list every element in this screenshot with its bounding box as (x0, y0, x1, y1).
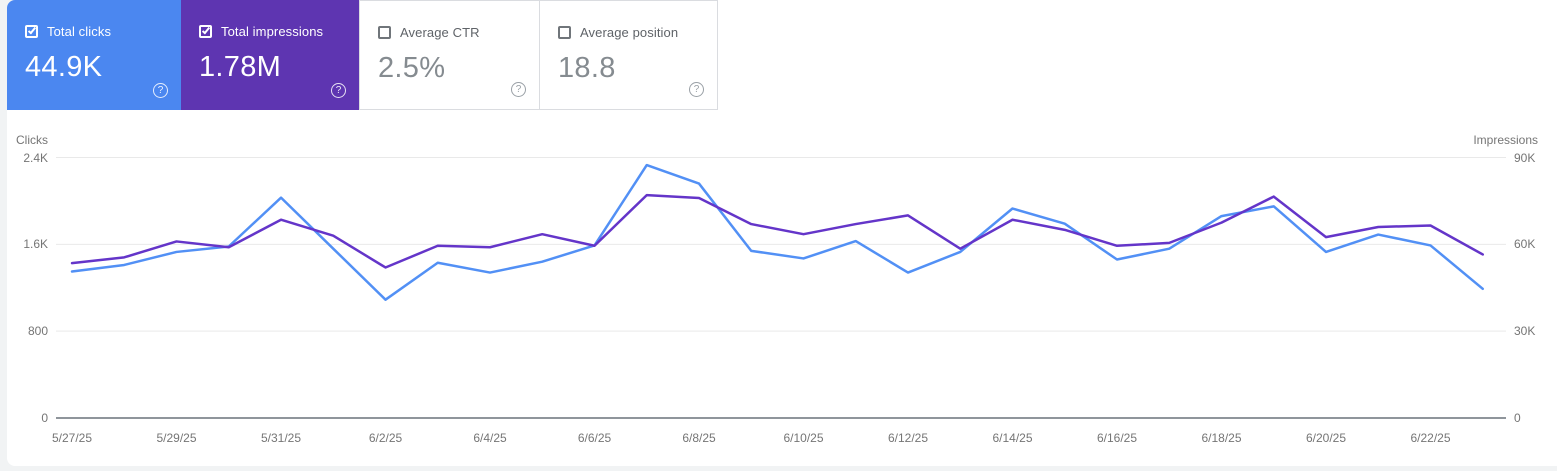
x-axis-date-label: 5/27/25 (51, 431, 93, 445)
x-axis-date-label: 5/29/25 (156, 431, 197, 445)
x-axis-date-label: 6/14/25 (992, 431, 1033, 445)
left-axis-tick: 1.6K (23, 237, 48, 252)
left-axis-tick: 2.4K (23, 150, 48, 165)
right-axis-tick: 60K (1514, 237, 1536, 252)
x-axis-date-label: 6/2/25 (368, 431, 403, 445)
metric-label: Average CTR (400, 24, 480, 40)
metric-card-header: Total impressions (199, 23, 359, 39)
help-icon[interactable]: ? (511, 82, 526, 97)
total-clicks-checkbox[interactable] (25, 24, 38, 38)
metric-card-average-position[interactable]: Average position 18.8 ? (540, 0, 718, 110)
help-icon[interactable]: ? (331, 83, 346, 98)
metric-value: 18.8 (558, 52, 616, 84)
x-axis-date-label: 6/6/25 (577, 431, 612, 445)
right-axis-tick: 90K (1514, 150, 1536, 165)
metric-card-total-impressions[interactable]: Total impressions 1.78M ? (181, 0, 359, 110)
right-axis-tick: 30K (1514, 324, 1536, 339)
metric-card-header: Total clicks (25, 23, 181, 39)
metric-label: Average position (580, 24, 679, 40)
left-axis-title: Clicks (16, 133, 48, 147)
help-icon[interactable]: ? (689, 82, 704, 97)
metric-card-average-ctr[interactable]: Average CTR 2.5% ? (359, 0, 540, 110)
total-clicks-line[interactable] (70, 163, 1484, 301)
average-ctr-checkbox[interactable] (378, 25, 391, 39)
metric-label: Total clicks (47, 23, 112, 39)
total-impressions-line[interactable] (70, 193, 1484, 269)
help-icon[interactable]: ? (153, 83, 168, 98)
x-axis-date-label: 6/20/25 (1305, 431, 1347, 445)
x-axis-date-label: 6/8/25 (682, 431, 716, 445)
metric-cards-row: Total clicks 44.9K ? Total impressions 1… (7, 0, 718, 110)
metric-card-header: Average CTR (378, 24, 539, 40)
metric-label: Total impressions (221, 23, 324, 39)
metric-card-header: Average position (558, 24, 717, 40)
x-axis-date-label: 6/22/25 (1410, 431, 1451, 445)
total-impressions-checkbox[interactable] (199, 24, 212, 38)
right-axis-tick: 0 (1514, 411, 1521, 425)
x-axis-date-label: 5/31/25 (260, 431, 302, 445)
x-axis-date-label: 6/18/25 (1201, 431, 1242, 445)
metric-value: 1.78M (199, 51, 282, 83)
metric-value: 2.5% (378, 52, 446, 84)
left-axis-tick: 800 (27, 324, 48, 339)
average-position-checkbox[interactable] (558, 25, 571, 39)
x-axis-date-label: 6/10/25 (783, 431, 824, 445)
x-axis-date-label: 6/16/25 (1096, 431, 1138, 445)
x-axis-date-label: 6/12/25 (887, 431, 929, 445)
metric-card-total-clicks[interactable]: Total clicks 44.9K ? (7, 0, 181, 110)
left-axis-tick: 0 (41, 411, 48, 425)
x-axis-date-label: 6/4/25 (473, 431, 507, 445)
right-axis-title: Impressions (1473, 133, 1538, 147)
metric-value: 44.9K (25, 51, 103, 83)
